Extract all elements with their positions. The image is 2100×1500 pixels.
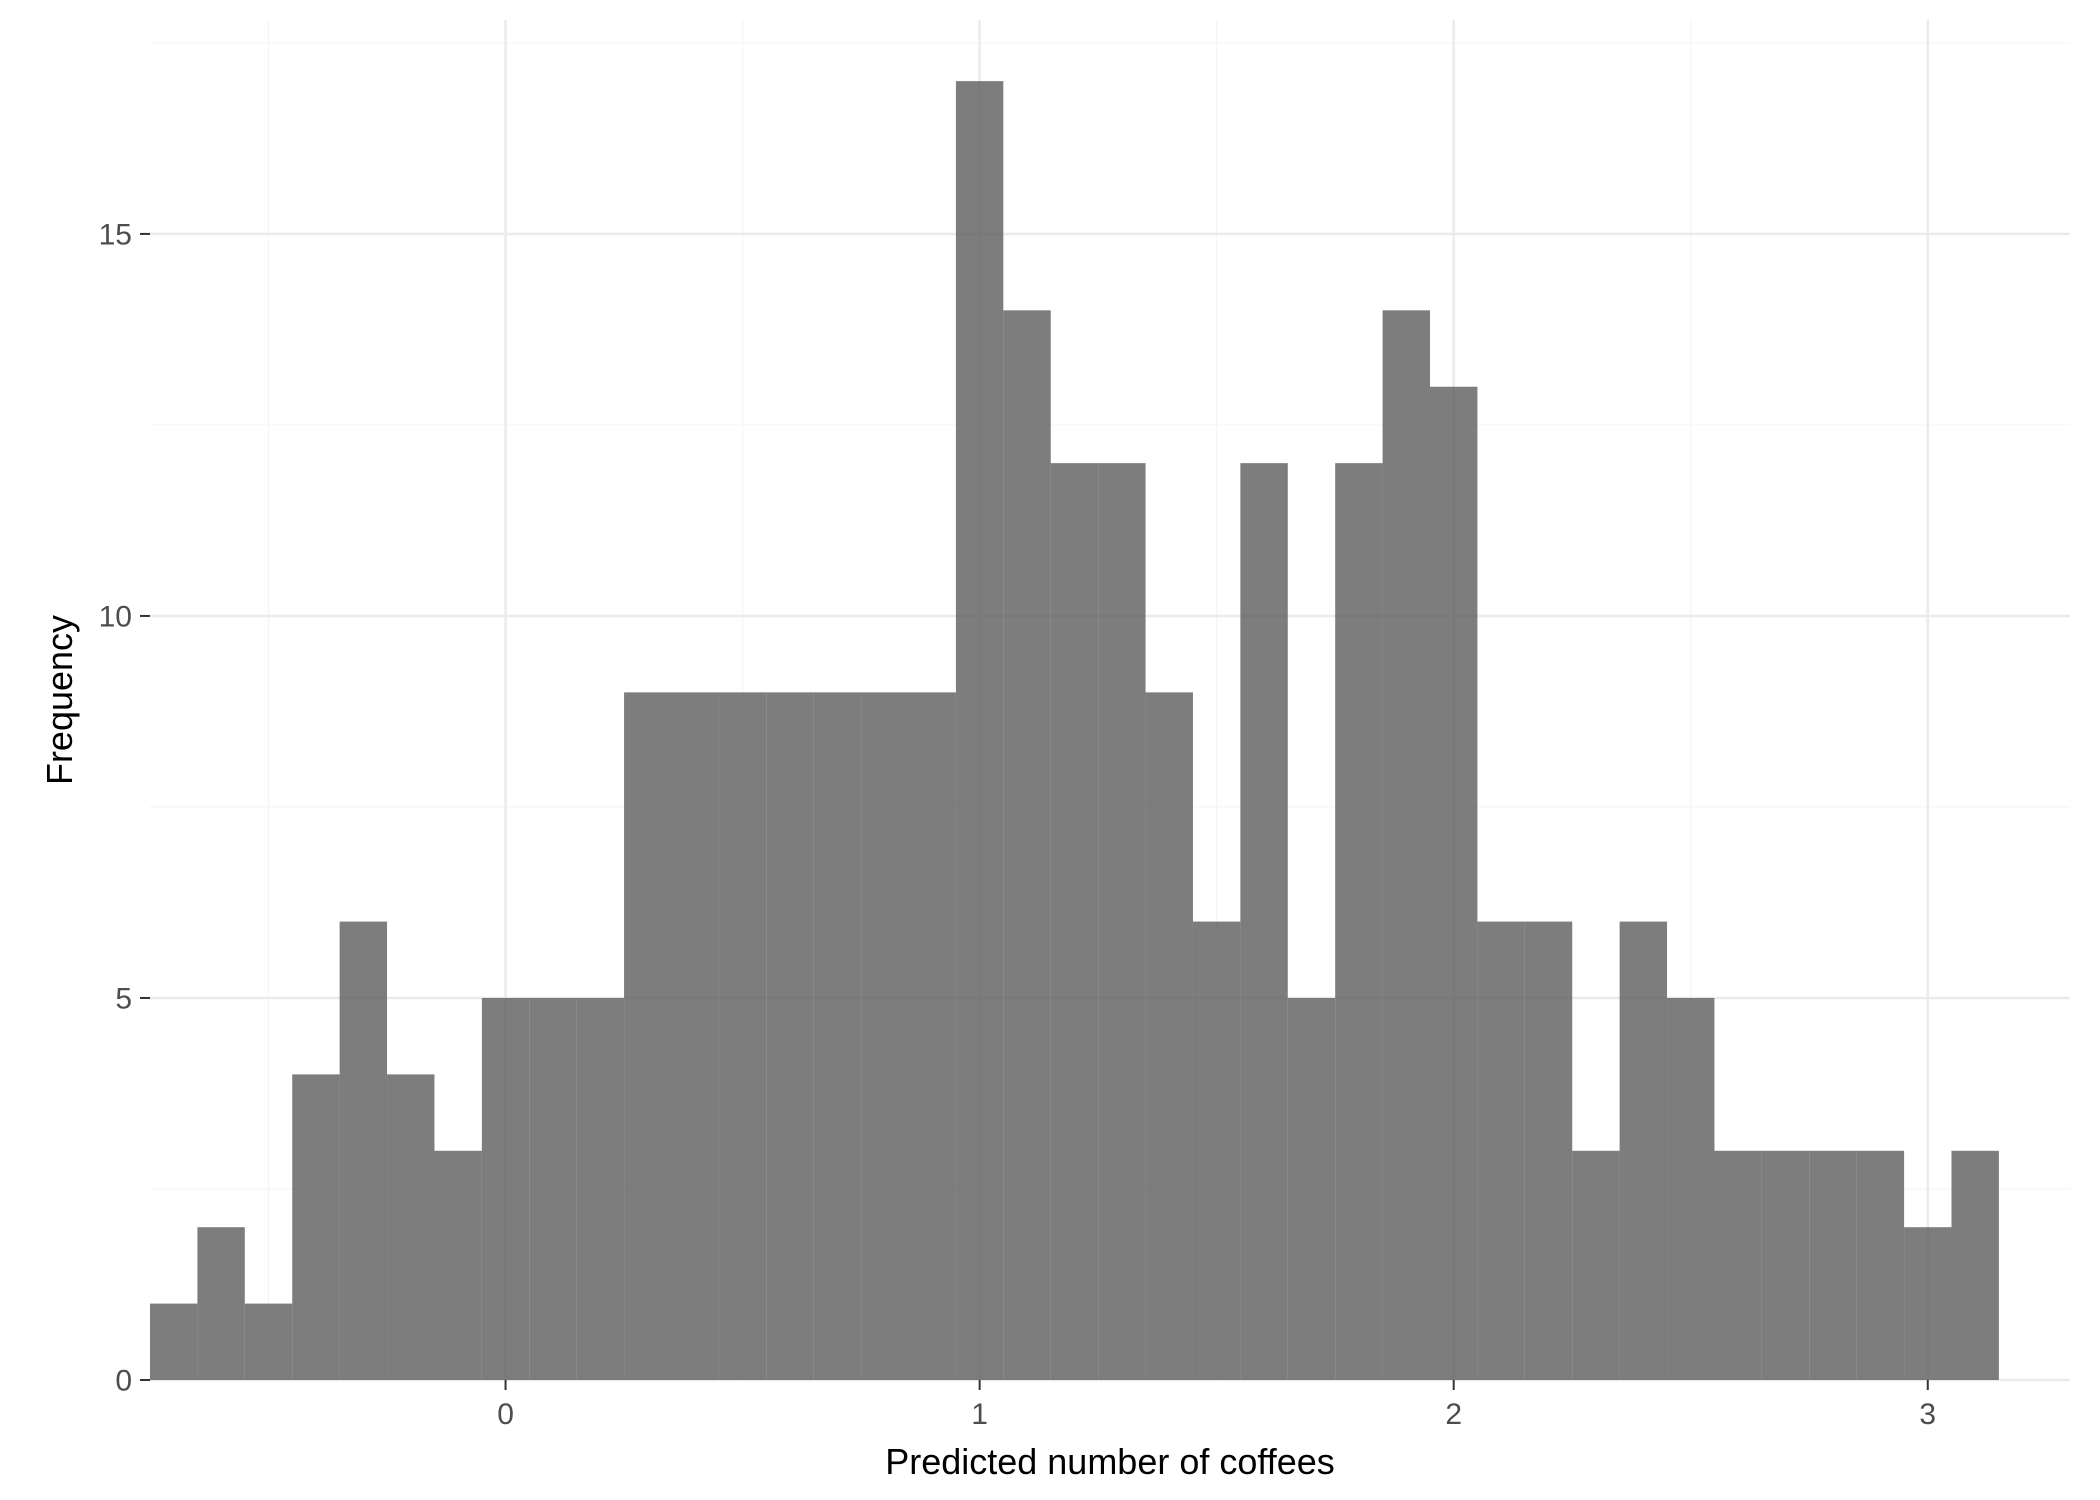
y-tick-label: 10: [99, 600, 132, 633]
histogram-bar: [1288, 998, 1335, 1380]
histogram-bar: [1951, 1151, 1998, 1380]
histogram-bar: [1240, 463, 1287, 1380]
x-tick-label: 1: [971, 1398, 988, 1431]
histogram-bar: [1857, 1151, 1904, 1380]
histogram-bar: [1904, 1227, 1951, 1380]
x-tick-label: 2: [1445, 1398, 1462, 1431]
histogram-bar: [1762, 1151, 1809, 1380]
histogram-bar: [909, 692, 956, 1380]
histogram-bar: [1098, 463, 1145, 1380]
histogram-bar: [1667, 998, 1714, 1380]
histogram-bar: [1572, 1151, 1619, 1380]
histogram-bar: [1335, 463, 1382, 1380]
histogram-bar: [1477, 922, 1524, 1380]
histogram-bar: [861, 692, 908, 1380]
histogram-chart: 0 1 2 3 0 5 10 15 Predicted number of coffees Fre…: [0, 0, 2100, 1500]
histogram-bar: [624, 692, 671, 1380]
histogram-bar: [150, 1304, 197, 1380]
histogram-bar: [577, 998, 624, 1380]
histogram-bar: [529, 998, 576, 1380]
histogram-bar: [671, 692, 718, 1380]
y-axis-label: Frequency: [39, 615, 80, 785]
x-axis-label: Predicted number of coffees: [885, 1441, 1335, 1482]
histogram-bar: [340, 922, 387, 1380]
histogram-bar: [1146, 692, 1193, 1380]
histogram-bar: [956, 81, 1003, 1380]
histogram-bar: [1714, 1151, 1761, 1380]
y-tick-label: 15: [99, 218, 132, 251]
y-tick-label: 5: [115, 982, 132, 1015]
histogram-bar: [482, 998, 529, 1380]
histogram-bar: [1051, 463, 1098, 1380]
histogram-bar: [1525, 922, 1572, 1380]
histogram-bar: [1383, 310, 1430, 1380]
histogram-bar: [292, 1074, 339, 1380]
histogram-bar: [766, 692, 813, 1380]
histogram-bar: [1620, 922, 1667, 1380]
histogram-bar: [197, 1227, 244, 1380]
histogram-bar: [1003, 310, 1050, 1380]
chart-svg: 0 1 2 3 0 5 10 15 Predicted number of coffees Fre…: [0, 0, 2100, 1500]
histogram-bar: [1809, 1151, 1856, 1380]
histogram-bar: [245, 1304, 292, 1380]
histogram-bar: [814, 692, 861, 1380]
y-tick-label: 0: [115, 1365, 132, 1398]
histogram-bar: [719, 692, 766, 1380]
histogram-bar: [1193, 922, 1240, 1380]
x-tick-label: 3: [1919, 1398, 1936, 1431]
histogram-bar: [434, 1151, 481, 1380]
histogram-bar: [387, 1074, 434, 1380]
x-tick-label: 0: [497, 1398, 514, 1431]
histogram-bar: [1430, 387, 1477, 1380]
